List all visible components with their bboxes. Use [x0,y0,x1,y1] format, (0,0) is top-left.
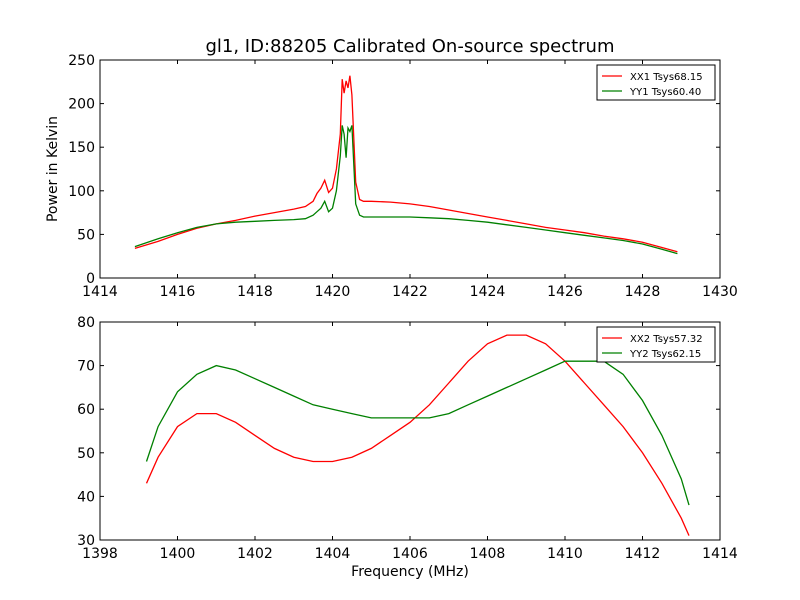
top-panel: 1414 1416 1418 1420 1422 1424 1426 1428 1430 0 50 1… [45,36,738,300]
x-tick-label: 1408 [470,546,506,562]
x-tick-label: 1402 [237,546,273,562]
y-tick-label: 50 [77,227,95,243]
x-tick-label: 1414 [702,546,738,562]
series-line-xx-panel-1 [134,75,678,253]
x-tick-label: 1412 [625,546,661,562]
chart-title: gl1, ID:88205 Calibrated On-source spect… [205,36,614,57]
y-tick-label: 150 [68,140,95,156]
y-tick-label: 250 [68,53,95,69]
y-tick-label: 200 [68,97,95,113]
y-tick-label: 50 [77,446,95,462]
y-tick-label: 30 [77,533,95,549]
x-tick-label: 1406 [392,546,428,562]
series-line-yy-panel-2 [145,360,690,506]
legend-label: YY2 Tsys62.15 [629,349,701,360]
x-tick-label: 1428 [625,284,661,300]
y-tick-label: 0 [86,271,95,287]
x-tick-label: 1420 [315,284,351,300]
y-tick-label: 80 [77,315,95,331]
x-axis-label: Frequency (MHz) [351,564,469,580]
legend-label: XX1 Tsys68.15 [630,72,703,83]
series-line-xx-panel-2 [145,334,690,536]
y-tick-label: 40 [77,489,95,505]
legend: XX2 Tsys57.32 YY2 Tsys62.15 [596,326,716,363]
x-tick-label: 1426 [547,284,583,300]
legend-label: YY1 Tsys60.40 [629,87,701,98]
x-tick-label: 1398 [82,546,118,562]
legend-box [596,64,716,101]
series-line-yy-panel-1 [134,125,678,255]
y-tick-label: 60 [77,402,95,418]
x-tick-label: 1414 [82,284,118,300]
y-tick-label: 70 [77,359,95,375]
legend-box [596,326,716,363]
x-tick-label: 1424 [470,284,506,300]
x-tick-label: 1418 [237,284,273,300]
x-tick-label: 1404 [315,546,351,562]
y-tick-label: 100 [68,184,95,200]
bottom-panel: 1398 1400 1402 1404 1406 1408 1410 1412 1414 30 40… [77,315,738,580]
legend: XX1 Tsys68.15 YY1 Tsys60.40 [596,64,716,101]
y-axis-label: Power in Kelvin [45,116,61,222]
legend-label: XX2 Tsys57.32 [630,334,703,345]
x-tick-label: 1410 [547,546,583,562]
x-tick-label: 1430 [702,284,738,300]
x-tick-label: 1400 [160,546,196,562]
x-tick-label: 1416 [160,284,196,300]
x-tick-label: 1422 [392,284,428,300]
